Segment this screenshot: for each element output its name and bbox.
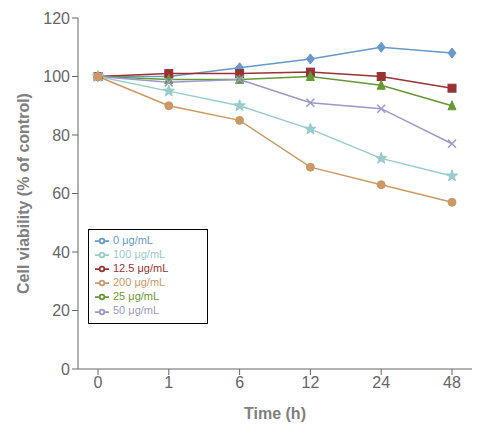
html-text:12.5 μg/mL: 12.5 μg/mL (113, 262, 169, 275)
svg-text:48: 48 (443, 374, 461, 391)
svg-text:80: 80 (52, 127, 70, 144)
svg-text:Cell viability (% of control): Cell viability (% of control) (15, 93, 32, 294)
html-text:50 μg/mL: 50 μg/mL (113, 304, 160, 317)
svg-text:24: 24 (372, 374, 390, 391)
svg-text:20: 20 (52, 302, 70, 319)
svg-text:100: 100 (43, 68, 70, 85)
html-text:100 μg/mL: 100 μg/mL (113, 248, 166, 261)
html-text:200 μg/mL: 200 μg/mL (113, 276, 166, 289)
svg-text:6: 6 (235, 374, 244, 391)
svg-text:0: 0 (94, 374, 103, 391)
svg-text:0: 0 (61, 361, 70, 378)
html-text:25 μg/mL: 25 μg/mL (113, 290, 160, 303)
svg-text:40: 40 (52, 244, 70, 261)
svg-text:60: 60 (52, 185, 70, 202)
html-text:0 μg/mL: 0 μg/mL (113, 234, 153, 246)
svg-text:120: 120 (43, 10, 70, 27)
svg-text:12: 12 (302, 374, 320, 391)
svg-text:Time (h): Time (h) (244, 405, 306, 422)
svg-text:1: 1 (164, 374, 173, 391)
